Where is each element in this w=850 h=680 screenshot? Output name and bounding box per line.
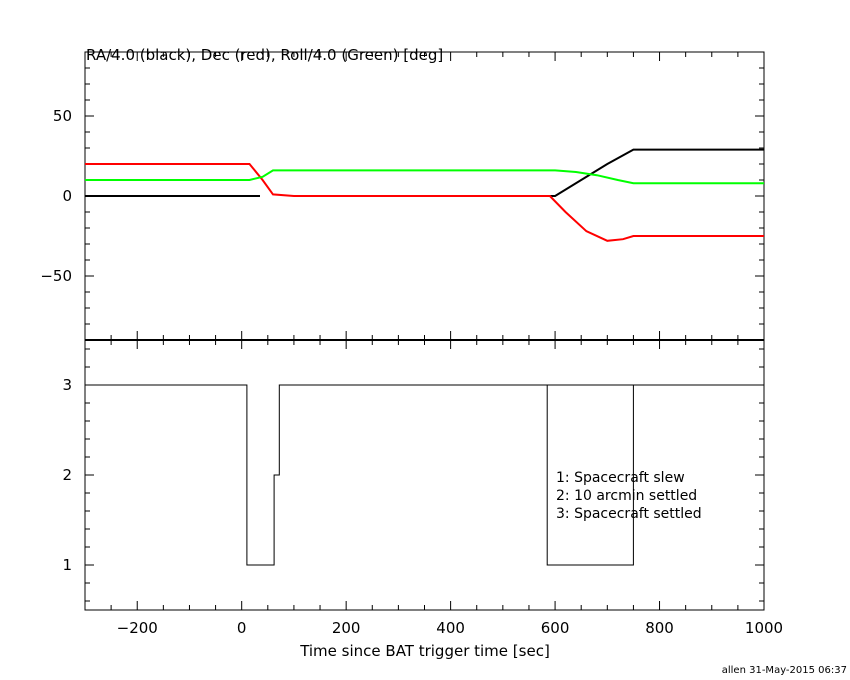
axis-ticks bbox=[84, 51, 765, 610]
footer-timestamp: allen 31-May-2015 06:37 bbox=[722, 665, 847, 676]
series-line-2 bbox=[85, 169, 764, 185]
bottom-y-tick-label: 2 bbox=[62, 466, 72, 484]
bottom-y-tick-label: 3 bbox=[62, 376, 72, 394]
top-y-tick-label: 0 bbox=[62, 187, 72, 205]
legend-item-settled: 3: Spacecraft settled bbox=[556, 506, 702, 522]
x-tick-label: 1000 bbox=[745, 619, 783, 637]
x-tick-label: 400 bbox=[436, 619, 465, 637]
x-tick-label: 600 bbox=[541, 619, 570, 637]
legend-item-slew: 1: Spacecraft slew bbox=[556, 470, 685, 486]
x-tick-label: 0 bbox=[237, 619, 247, 637]
top-y-tick-label: 50 bbox=[53, 107, 72, 125]
status-step-line bbox=[85, 384, 764, 566]
x-tick-label: −200 bbox=[117, 619, 158, 637]
tick-labels: −200 0 200 400 600 800 1000 −50 0 50 1 2 3 bbox=[40, 107, 783, 637]
top-panel-series bbox=[85, 53, 764, 242]
top-chart-title: RA/4.0 (black), Dec (red), Roll/4.0 (Gre… bbox=[86, 46, 443, 64]
bottom-panel-series bbox=[85, 383, 764, 566]
series-line-0 bbox=[85, 53, 764, 197]
x-tick-label: 800 bbox=[645, 619, 674, 637]
legend-item-10-arcmin: 2: 10 arcmin settled bbox=[556, 488, 697, 504]
plot-frames bbox=[84, 51, 765, 611]
x-tick-label: 200 bbox=[332, 619, 361, 637]
series-line-1 bbox=[85, 163, 764, 242]
x-axis-label: Time since BAT trigger time [sec] bbox=[299, 642, 550, 660]
bottom-y-tick-label: 1 bbox=[62, 556, 72, 574]
top-y-tick-label: −50 bbox=[40, 267, 72, 285]
status-legend: 1: Spacecraft slew 2: 10 arcmin settled … bbox=[556, 470, 702, 522]
